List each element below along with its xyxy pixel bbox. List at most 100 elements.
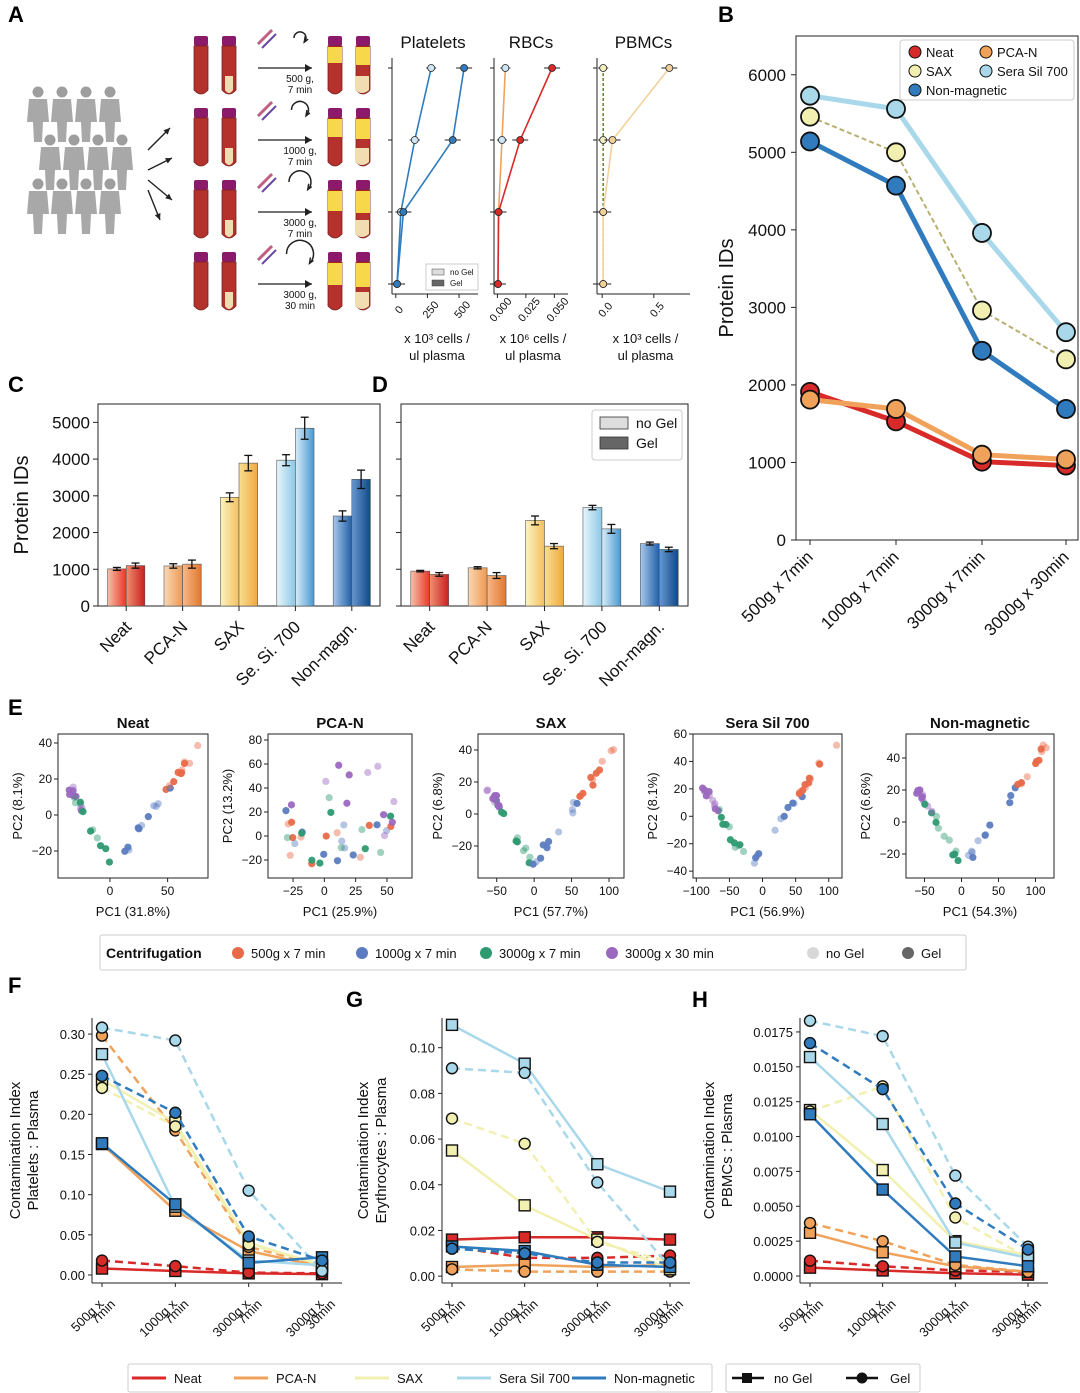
person-icon	[104, 86, 116, 98]
y-tick-label: 4000	[748, 221, 786, 240]
y-axis-label: Contamination Index	[355, 1081, 372, 1219]
tube-cap-icon	[356, 108, 370, 118]
data-point-gel	[876, 1260, 889, 1273]
y-tick-label: 20	[39, 772, 53, 786]
y-tick-label: 0.06	[410, 1132, 435, 1147]
scatter-point	[529, 860, 537, 868]
data-point-gel	[803, 1036, 817, 1050]
scatter-point	[325, 794, 333, 802]
gel-layer	[225, 292, 233, 309]
y-tick-label: 0	[680, 809, 687, 823]
legend-label: Gel	[450, 279, 463, 288]
legend-marker	[807, 947, 819, 959]
person-icon	[44, 134, 56, 146]
y-tick-label: 40	[39, 736, 53, 750]
series-line-no-gel	[101, 1078, 323, 1267]
data-point	[800, 85, 820, 106]
series-line-no-gel	[451, 1023, 671, 1193]
data-point-gel	[95, 1069, 109, 1083]
panel-e-pca-scatter: Neat 0 50 −20 0 20 40 PC1 (31.8%) PC2 (8.1%) PCA-…	[10, 715, 1055, 971]
scatter-point	[1039, 741, 1047, 749]
scatter-point	[701, 786, 709, 794]
scatter-point	[780, 812, 788, 820]
arrow-head-icon	[305, 64, 312, 72]
scatter-point	[343, 799, 351, 807]
panel-letter-h: H	[692, 987, 708, 1012]
scatter-point	[386, 812, 395, 820]
pipette-icon	[256, 172, 274, 190]
arrow-head-icon	[305, 136, 312, 144]
y-tick-label: 6000	[748, 66, 786, 85]
scatter-title: Non-magnetic	[930, 715, 1030, 732]
spin-condition-label: 7 min	[288, 229, 312, 240]
scatter-point	[333, 857, 342, 865]
arrow-head-icon	[305, 208, 312, 216]
x-tick-label: 0.050	[545, 296, 572, 325]
spin-condition-label: 7 min	[288, 85, 312, 96]
bar-gel	[601, 528, 622, 607]
x-tick-label: 50	[380, 884, 394, 898]
data-point-no-gel	[876, 1163, 889, 1177]
data-point-no-gel	[663, 1185, 677, 1198]
scatter-point	[180, 759, 189, 768]
y-tick-label: 0	[893, 815, 900, 829]
rotation-arrow-head-icon	[304, 109, 311, 118]
scatter-point	[71, 799, 79, 807]
bar-no-gel	[640, 543, 660, 607]
legend-marker	[908, 64, 922, 78]
legend-marker	[908, 83, 922, 97]
scatter-point	[709, 796, 717, 804]
data-point-gel	[665, 64, 674, 72]
scatter-point	[1006, 799, 1014, 807]
data-point	[1056, 349, 1076, 370]
scatter-point	[711, 800, 719, 808]
series-line-sera-sil-700	[809, 93, 1068, 334]
legend-swatch-gel	[599, 436, 629, 450]
small-chart-xlabel: ul plasma	[505, 348, 561, 363]
x-tick-label: 0	[321, 884, 328, 898]
plasma-layer	[356, 119, 370, 139]
spin-condition-label: 7 min	[288, 157, 312, 168]
scatter-point	[322, 832, 330, 840]
scatter-point	[76, 798, 85, 806]
scatter-point	[1042, 744, 1050, 752]
scatter-point	[364, 768, 372, 777]
scatter-point	[784, 803, 792, 812]
data-point-gel	[949, 1211, 962, 1224]
tube-cap-icon	[194, 252, 208, 262]
gel-layer	[355, 220, 369, 237]
y-axis-label: Protein IDs	[716, 239, 738, 338]
person-icon	[99, 99, 121, 142]
spin-condition-label: 500 g,	[286, 74, 314, 85]
series-line-gel	[101, 1026, 323, 1272]
bar-no-gel	[107, 568, 127, 607]
y-tick-label: 0.05	[60, 1228, 85, 1243]
series-line-no-gel	[451, 1149, 671, 1271]
scatter-title: SAX	[536, 715, 567, 732]
data-point-gel	[591, 1176, 604, 1189]
y-tick-label: 40	[887, 751, 901, 765]
scatter-point	[607, 747, 615, 755]
scatter-point	[79, 808, 87, 816]
data-point-gel	[393, 280, 401, 288]
plot-frame	[692, 733, 843, 879]
legend-marker	[356, 947, 368, 959]
data-point-gel	[242, 1230, 255, 1243]
data-point	[1056, 399, 1076, 419]
y-axis-label: PC2 (8.1%)	[645, 772, 660, 839]
scatter-point	[166, 784, 174, 792]
legend-label: 500g x 7 min	[251, 946, 325, 961]
scatter-point	[377, 848, 385, 857]
spin-condition-label: 3000 g,	[283, 218, 316, 229]
rotation-arrow-icon	[293, 31, 307, 43]
scatter-point	[144, 813, 152, 821]
x-tick-label: −50	[914, 884, 935, 898]
data-point-no-gel	[949, 1236, 962, 1249]
data-point-no-gel	[169, 1198, 182, 1211]
data-point-gel	[599, 280, 608, 288]
data-point-no-gel	[1021, 1260, 1035, 1273]
scatter-point	[519, 847, 528, 855]
scatter-point	[282, 807, 290, 815]
legend-label: SAX	[397, 1371, 423, 1386]
legend-title: Centrifugation	[106, 945, 202, 961]
